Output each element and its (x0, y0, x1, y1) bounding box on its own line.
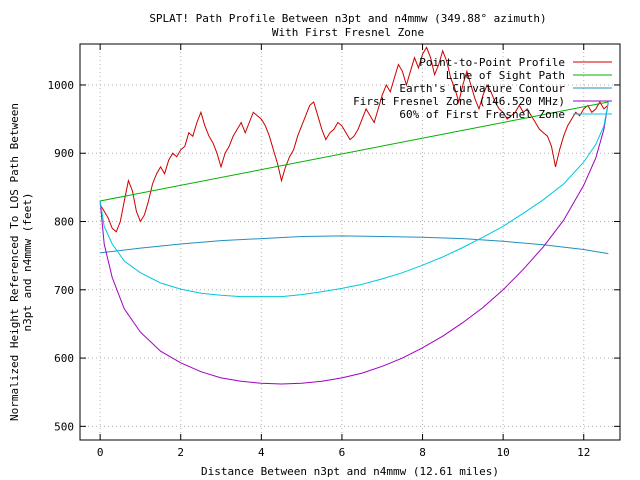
legend-label-0: Point-to-Point Profile (419, 56, 565, 69)
plot-border (79, 43, 621, 441)
x-tick-label: 0 (97, 446, 104, 459)
series-line-3 (99, 101, 609, 385)
x-tick-label: 12 (577, 446, 590, 459)
y-tick-label: 700 (54, 284, 74, 297)
legend-label-3: First Fresnel Zone (146.520 MHz) (353, 95, 565, 108)
series-line-2 (100, 235, 609, 255)
series-line-1 (100, 101, 609, 202)
x-tick-label: 8 (419, 446, 426, 459)
legend-label-4: 60% of First Fresnel Zone (399, 108, 565, 121)
legend-label-1: Line of Sight Path (446, 69, 565, 82)
x-tick-label: 4 (258, 446, 265, 459)
y-tick-label: 900 (54, 147, 74, 160)
series-layer (99, 46, 609, 385)
ticks: 0 2 4 6 8 10 12 500 600 700 800 900 1000 (48, 44, 620, 459)
y-axis-label-line-2: n3pt and n4mmw (feet) (21, 192, 34, 331)
series-line-0 (99, 46, 609, 233)
x-tick-label: 6 (339, 446, 346, 459)
y-tick-label: 800 (54, 216, 74, 229)
x-tick-label: 10 (497, 446, 510, 459)
y-tick-label: 1000 (48, 79, 75, 92)
chart-title: SPLAT! Path Profile Between n3pt and n4m… (149, 12, 546, 25)
legend-label-2: Earth's Curvature Contour (399, 82, 565, 95)
y-tick-label: 500 (54, 420, 74, 433)
chart-subtitle: With First Fresnel Zone (272, 26, 424, 39)
x-axis-label: Distance Between n3pt and n4mmw (12.61 m… (201, 465, 499, 478)
series-line-4 (99, 101, 609, 298)
x-tick-label: 2 (177, 446, 184, 459)
y-tick-label: 600 (54, 352, 74, 365)
y-axis-label-line-1: Normalized Height Referenced To LOS Path… (8, 103, 21, 421)
